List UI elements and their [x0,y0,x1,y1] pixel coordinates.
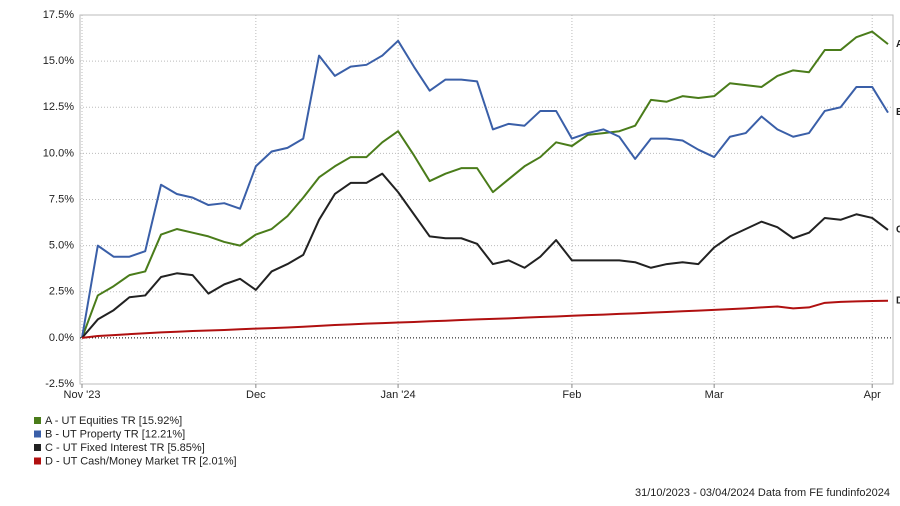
end-label: B [896,107,900,118]
series-line [81,299,889,339]
legend-swatch [34,457,41,465]
end-label: C [896,225,900,236]
y-tick-label: 12.5% [43,101,74,113]
y-tick-label: 2.5% [49,286,74,298]
y-tick-label: 0.0% [49,332,74,344]
y-tick-label: 15.0% [43,55,74,67]
end-label: D [896,295,900,306]
x-tick-label: Dec [246,389,266,401]
y-tick-label: -2.5% [45,378,74,390]
series-line [81,172,889,339]
legend-swatch [34,444,41,451]
series-line [81,30,889,339]
x-tick-label: Jan '24 [381,389,416,401]
legend-label: A - UT Equities TR [15.92%] [45,415,182,427]
end-label: A [896,39,900,50]
x-tick-label: Mar [705,389,724,401]
legend-label: B - UT Property TR [12.21%] [45,428,185,440]
y-tick-label: 17.5% [43,9,74,21]
legend-label: D - UT Cash/Money Market TR [2.01%] [45,455,237,467]
x-tick-label: Feb [562,389,581,401]
y-tick-label: 10.0% [43,147,74,159]
legend-swatch [34,430,41,438]
legend-label: C - UT Fixed Interest TR [5.85%] [45,442,205,454]
x-tick-label: Apr [864,389,881,401]
footer: 31/10/2023 - 03/04/2024 Data from FE fun… [635,487,890,499]
x-tick-label: Nov '23 [64,389,101,401]
plot-area [79,14,894,385]
y-tick-label: 7.5% [49,193,74,205]
series-line [81,39,889,339]
legend-swatch [34,417,41,424]
y-tick-label: 5.0% [49,240,74,252]
